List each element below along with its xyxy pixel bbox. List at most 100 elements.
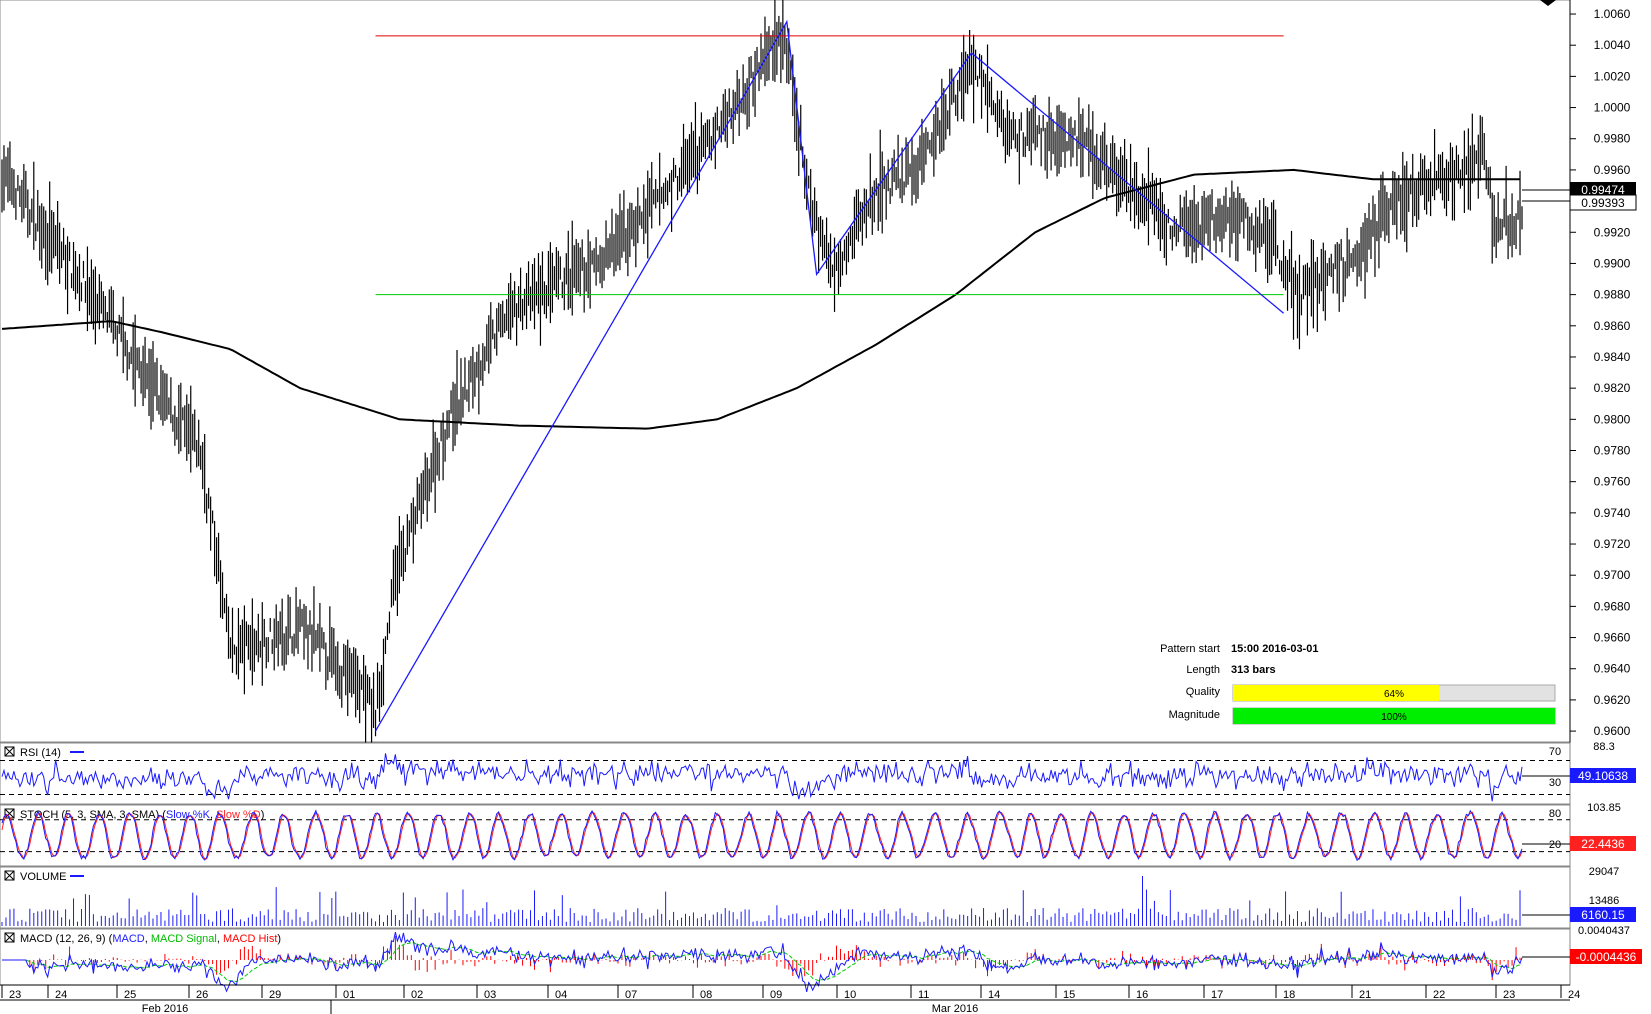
- macd-hist-label: MACD Hist: [223, 933, 277, 945]
- rsi-panel: RSI (14) 88.3 70 30 49.10638: [0, 741, 1636, 805]
- current-price-tag: 0.99474: [1522, 182, 1636, 197]
- price-tick-label: 0.9880: [1594, 288, 1631, 302]
- price-tick-label: 0.9720: [1594, 537, 1631, 551]
- price-bars: [1, 0, 1523, 745]
- price-tick-label: 0.9760: [1594, 475, 1631, 489]
- day-label: 03: [484, 989, 496, 1001]
- price-tick-label: 0.9920: [1594, 225, 1631, 239]
- day-label: 24: [1568, 989, 1580, 1001]
- moving-average-path: [1, 168, 1520, 430]
- price-tick-label: 0.9620: [1594, 693, 1631, 707]
- macd-path: [2, 931, 1523, 993]
- day-label: 22: [1433, 989, 1445, 1001]
- main-panel-frame: [0, 0, 1571, 743]
- stoch-panel: STOCH (5, 3, SMA, 3, SMA) (Slow %K, Slow…: [0, 802, 1636, 867]
- day-label: 18: [1283, 989, 1295, 1001]
- rsi-top-label: 88.3: [1593, 741, 1614, 753]
- reference-price-value: 0.99393: [1581, 196, 1625, 210]
- price-tick-label: 1.0020: [1594, 69, 1631, 83]
- moving-average-line: [1, 168, 1520, 430]
- stoch-k-label: Slow %K: [166, 809, 211, 821]
- macd-panel: MACD (12, 26, 9) (MACD, MACD Signal, MAC…: [0, 925, 1642, 993]
- day-label: 21: [1359, 989, 1371, 1001]
- quality-bar-fill: [1233, 685, 1440, 701]
- macd-label: MACD (12, 26, 9): [20, 933, 106, 945]
- day-label: 11: [918, 989, 929, 1001]
- day-label: 16: [1136, 989, 1148, 1001]
- price-axis: 1.0060 1.0040 1.0020 1.0000 0.9980 0.9960 0.99…: [1570, 7, 1631, 738]
- stoch-upper-level-label: 80: [1549, 808, 1561, 820]
- length-value: 313 bars: [1231, 664, 1276, 676]
- stoch-value: 22.4436: [1581, 837, 1625, 851]
- macd-signal-label: MACD Signal: [151, 933, 217, 945]
- stoch-lines: [0, 809, 1570, 862]
- pattern-start-label: Pattern start: [1160, 643, 1220, 655]
- rsi-line: [0, 753, 1570, 802]
- day-label: 10: [844, 989, 856, 1001]
- quality-value: 64%: [1384, 689, 1404, 700]
- price-tick-label: 0.9900: [1594, 256, 1631, 270]
- price-tick-label: 0.9840: [1594, 350, 1631, 364]
- stoch-k-path: [1, 809, 1523, 862]
- volume-top-label: 29047: [1589, 866, 1620, 878]
- day-label: 25: [124, 989, 136, 1001]
- day-label: 01: [343, 989, 355, 1001]
- pattern-zigzag: [374, 19, 1285, 732]
- stoch-top-label: 103.85: [1587, 802, 1621, 814]
- price-tick-label: 0.9660: [1594, 631, 1631, 645]
- price-tick-label: 0.9820: [1594, 381, 1631, 395]
- svg-text:STOCH (5, 3, SMA, 3, SMA) (Slo: STOCH (5, 3, SMA, 3, SMA) (Slow %K, Slow…: [20, 809, 264, 821]
- price-tick-label: 0.9640: [1594, 662, 1631, 676]
- rsi-label: RSI (14): [20, 747, 61, 759]
- price-tick-label: 0.9980: [1594, 132, 1631, 146]
- day-label: 04: [555, 989, 567, 1001]
- day-label: 24: [55, 989, 67, 1001]
- day-label: 15: [1063, 989, 1075, 1001]
- day-label: 14: [988, 989, 1000, 1001]
- rsi-lower-level-label: 30: [1549, 777, 1561, 789]
- stoch-lower-level-label: 20: [1549, 839, 1561, 851]
- price-tick-label: 0.9680: [1594, 599, 1631, 613]
- price-tick-label: 1.0000: [1594, 101, 1631, 115]
- day-label: 23: [1503, 989, 1515, 1001]
- volume-bars: [1, 876, 1521, 926]
- stoch-d-label: Slow %D: [216, 809, 261, 821]
- macd-lines: [2, 931, 1523, 993]
- day-label: 07: [625, 989, 637, 1001]
- day-label: 02: [411, 989, 423, 1001]
- day-label: 17: [1211, 989, 1223, 1001]
- price-tick-label: 0.9780: [1594, 444, 1631, 458]
- pattern-start-value: 15:00 2016-03-01: [1231, 643, 1318, 655]
- month-label: Mar 2016: [932, 1003, 978, 1014]
- macd-line-label: MACD: [112, 933, 144, 945]
- rsi-value: 49.10638: [1578, 769, 1628, 783]
- price-tick-label: 0.9800: [1594, 412, 1631, 426]
- quality-label: Quality: [1186, 686, 1221, 698]
- day-label: 29: [269, 989, 281, 1001]
- svg-text:MACD (12, 26, 9) (MACD, MACD S: MACD (12, 26, 9) (MACD, MACD Signal, MAC…: [20, 933, 281, 945]
- macd-top-label: 0.0040437: [1578, 925, 1630, 937]
- magnitude-label: Magnitude: [1169, 709, 1220, 721]
- macd-signal-path: [2, 941, 1523, 983]
- macd-value: -0.0004436: [1576, 950, 1637, 964]
- price-tick-label: 0.9740: [1594, 506, 1631, 520]
- time-axis: 23 24 25 26 29 01 02 03 04 07 08 09 10 11 14 15 16 17 18 21…: [0, 984, 1580, 1014]
- day-label: 09: [770, 989, 782, 1001]
- current-price-value: 0.99474: [1581, 183, 1625, 197]
- price-tick-label: 0.9600: [1594, 724, 1631, 738]
- month-label: Feb 2016: [142, 1003, 188, 1014]
- volume-panel: VOLUME 29047 13486 6160.15: [0, 866, 1636, 929]
- rsi-path: [1, 753, 1523, 802]
- pattern-info-panel: Pattern start 15:00 2016-03-01 Length 31…: [1160, 643, 1556, 725]
- price-tick-label: 1.0060: [1594, 7, 1631, 21]
- rsi-upper-level-label: 70: [1549, 746, 1561, 758]
- price-tick-label: 0.9960: [1594, 163, 1631, 177]
- day-label: 26: [196, 989, 208, 1001]
- volume-label: VOLUME: [20, 871, 66, 883]
- reference-price-tag: 0.99393: [1522, 194, 1637, 211]
- price-tick-label: 1.0040: [1594, 38, 1631, 52]
- scroll-marker-icon[interactable]: [1540, 0, 1556, 6]
- price-tick-label: 0.9700: [1594, 568, 1631, 582]
- price-tick-label: 0.9860: [1594, 319, 1631, 333]
